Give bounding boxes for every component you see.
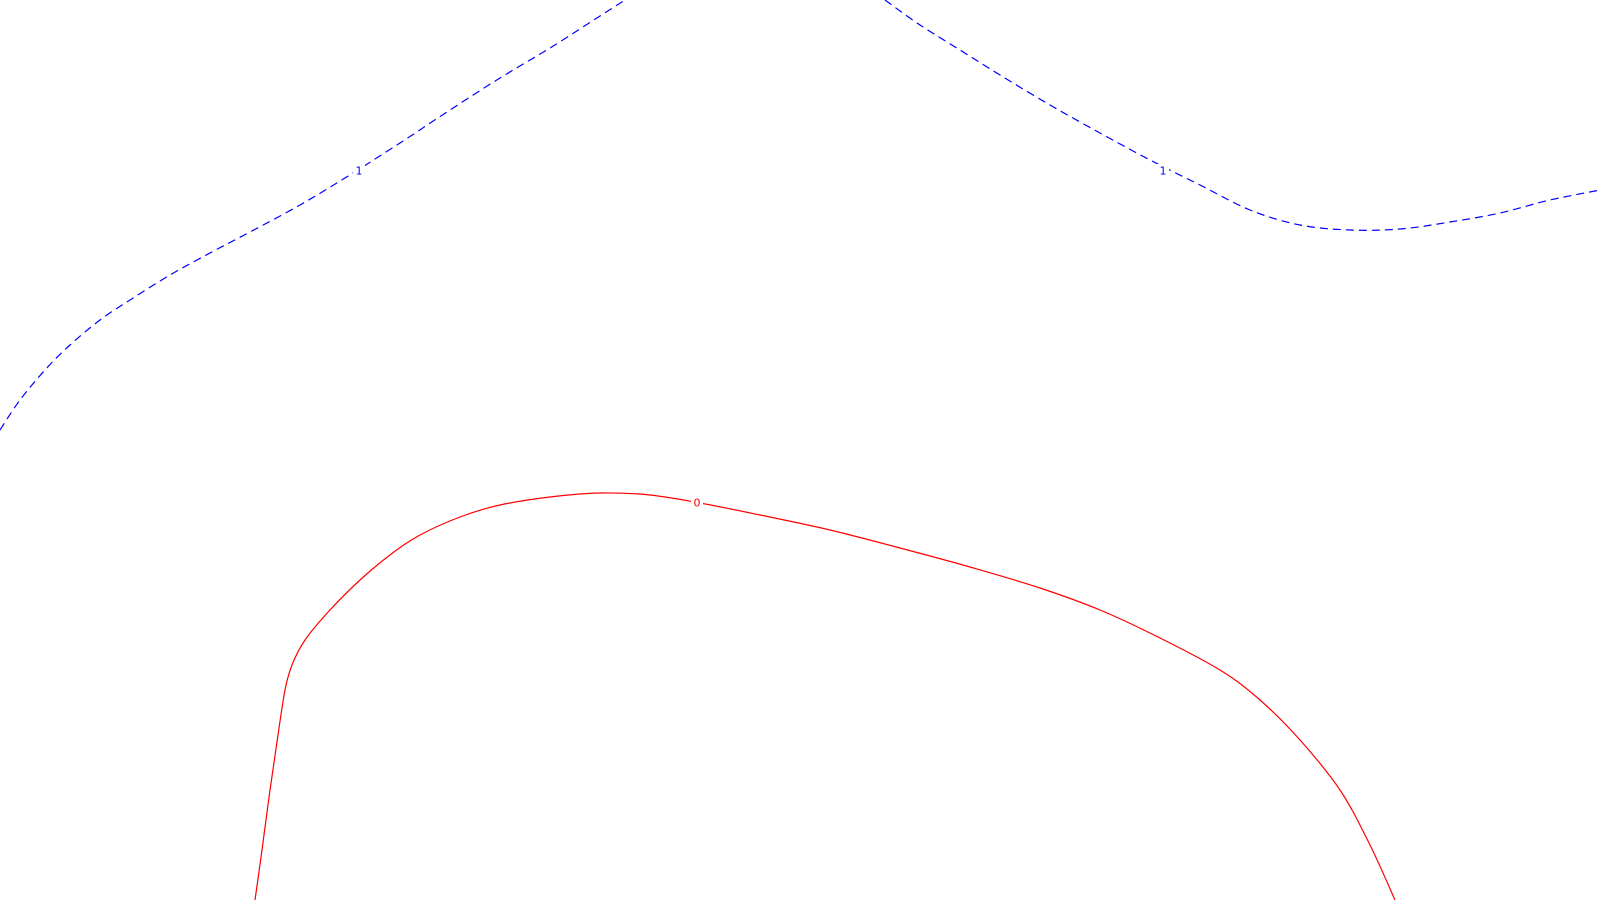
contour-label-contour-level-1-right: 1 [1160,165,1167,178]
contour-labels: 1 1 0 [353,164,1169,510]
contour-label-background [353,164,365,178]
contour-level-0-line [254,492,1396,900]
contour-label-background [691,496,703,510]
contour-level-1-right-line [884,0,1600,231]
contour-label-background [1157,164,1169,178]
contour-label-contour-level-0: 0 [694,497,701,510]
contour-label-contour-level-1-left: 1 [356,165,363,178]
